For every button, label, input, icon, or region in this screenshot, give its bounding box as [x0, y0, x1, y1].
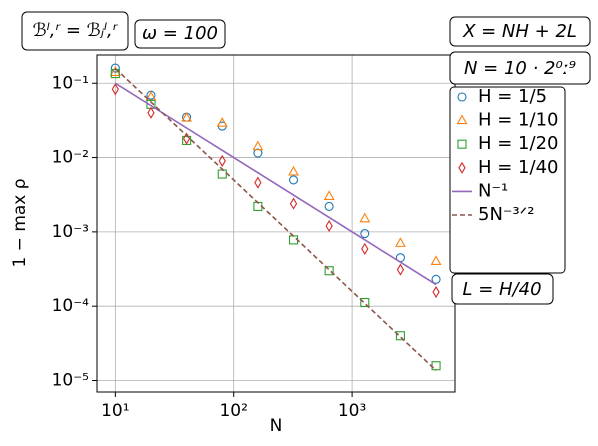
data-point	[254, 176, 262, 189]
x-tick-label: 10¹	[101, 401, 129, 421]
data-point	[252, 140, 264, 151]
data-point	[218, 154, 226, 168]
annotation-box	[449, 51, 591, 85]
data-point	[360, 297, 370, 308]
data-point	[147, 106, 155, 119]
data-point	[288, 175, 299, 185]
annotation-box	[449, 16, 591, 47]
legend-marker	[458, 161, 466, 174]
legend-label: 5N⁻³ᐟ²	[478, 204, 534, 225]
annotation: ℬˡ,ʳ = ℬⱼˡ,ʳ	[33, 20, 119, 41]
y-tick-label: 10⁻³	[52, 222, 89, 242]
y-axis-label: 1 − max ρ	[10, 178, 30, 267]
annotation: N = 10 · 2⁰ː⁹	[464, 58, 576, 79]
data-point	[110, 63, 120, 73]
x-tick-label: 10²	[219, 401, 247, 421]
data-point	[431, 274, 441, 284]
legend-marker	[457, 139, 467, 149]
legend-label: N⁻¹	[478, 180, 508, 201]
annotation: L = H/40	[462, 279, 541, 300]
legend-label: H = 1/10	[478, 110, 558, 131]
data-point	[324, 201, 334, 211]
y-tick-label: 10⁻²	[52, 148, 89, 168]
data-point	[359, 212, 371, 223]
legend-marker	[456, 114, 468, 125]
data-point	[432, 285, 440, 299]
data-point	[361, 242, 369, 255]
annotation: ω = 100	[142, 23, 218, 44]
data-point	[111, 83, 119, 96]
legend-box	[449, 86, 566, 274]
annotation-box	[21, 11, 129, 51]
data-point	[216, 117, 228, 127]
data-point	[323, 190, 335, 200]
line-series	[114, 67, 437, 372]
x-axis-label: N	[270, 416, 283, 436]
annotation-box	[134, 19, 226, 49]
y-tick-label: 10⁻⁵	[52, 370, 89, 390]
annotation: X = NH + 2L	[462, 21, 577, 42]
line-series	[114, 82, 437, 286]
y-tick-label: 10⁻⁴	[52, 296, 90, 316]
y-tick-label: 10⁻¹	[52, 73, 89, 93]
data-point	[430, 255, 442, 265]
data-point	[324, 266, 334, 276]
legend-marker	[457, 92, 467, 102]
plot-area	[97, 55, 455, 392]
x-tick-label: 10³	[338, 401, 366, 421]
legend-label: H = 1/5	[478, 86, 547, 107]
data-point	[288, 165, 299, 176]
data-point	[396, 263, 405, 276]
legend-label: H = 1/20	[478, 133, 558, 154]
legend-label: H = 1/40	[478, 157, 558, 178]
data-point	[360, 228, 370, 239]
data-point	[181, 111, 193, 122]
annotation-box	[451, 273, 554, 305]
data-point	[253, 148, 263, 158]
data-point	[325, 219, 333, 233]
data-point	[394, 237, 406, 247]
data-point	[395, 331, 405, 341]
data-point	[289, 197, 298, 210]
